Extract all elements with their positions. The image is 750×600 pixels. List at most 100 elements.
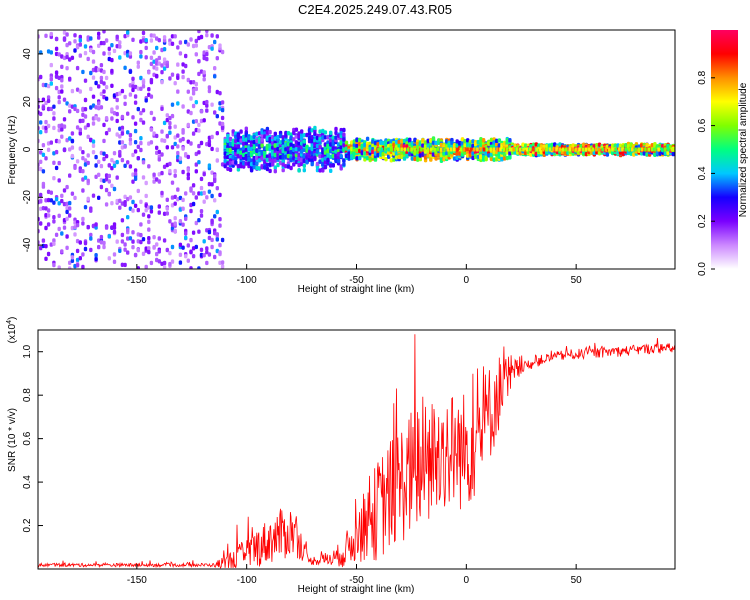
spectrogram-cell bbox=[75, 65, 80, 71]
spectrogram-cell bbox=[52, 215, 56, 220]
spectrogram-cell bbox=[231, 155, 235, 160]
spectrogram-cell bbox=[505, 140, 509, 145]
spectrogram-cell bbox=[133, 94, 138, 99]
spectrogram-cell bbox=[486, 147, 489, 152]
spectrogram-cell bbox=[60, 123, 64, 128]
spectrogram-cell bbox=[118, 91, 122, 96]
spectrogram-cell bbox=[257, 144, 262, 149]
spectrogram-cell bbox=[358, 155, 362, 161]
spectrogram-cell bbox=[186, 175, 190, 181]
spectrogram-cell bbox=[68, 266, 72, 269]
spectrogram-cell bbox=[160, 170, 164, 176]
spectrogram-cell bbox=[226, 161, 230, 166]
spectrogram-cell bbox=[152, 72, 156, 77]
spectrogram-cell bbox=[226, 144, 230, 149]
spectrogram-cell bbox=[91, 116, 96, 121]
spectrogram-cell bbox=[575, 147, 578, 152]
spectrogram-cell bbox=[149, 127, 154, 132]
spectrogram-cell bbox=[168, 76, 172, 81]
spectrogram-cell bbox=[528, 147, 532, 152]
spectrogram-cell bbox=[91, 139, 96, 144]
spectrogram-cell bbox=[197, 218, 201, 223]
spectrogram-cell bbox=[57, 265, 61, 269]
spectrogram-cell bbox=[162, 211, 167, 216]
spectrogram-cell bbox=[57, 128, 61, 133]
spectrogram-cell bbox=[162, 61, 167, 66]
spectrogram-cell bbox=[141, 84, 146, 89]
spectrogram-cell bbox=[667, 147, 670, 152]
spectrogram-cell bbox=[152, 131, 156, 136]
spectrogram-cell bbox=[189, 96, 193, 101]
spectrogram-cell bbox=[310, 128, 314, 133]
spectrogram-cell bbox=[73, 225, 77, 230]
spectrogram-cell bbox=[326, 135, 330, 140]
spectrogram-cell bbox=[141, 108, 146, 113]
spectrogram-cell bbox=[462, 147, 466, 152]
spectrogram-cell bbox=[305, 148, 309, 153]
spectrogram-cell bbox=[215, 114, 219, 119]
spectrogram-cell bbox=[160, 152, 164, 157]
spectrogram-cell bbox=[194, 151, 198, 157]
spectrogram-cell bbox=[207, 88, 212, 94]
spectrogram-cell bbox=[394, 139, 399, 145]
spectrogram-cell bbox=[110, 116, 114, 121]
snr-y-multiplier: (x104) bbox=[6, 317, 18, 344]
spectrogram-cell bbox=[107, 234, 111, 239]
spectrogram-cell bbox=[276, 142, 280, 147]
spectrogram-cell bbox=[139, 117, 143, 123]
spectrogram-cell bbox=[202, 55, 206, 61]
spectrogram-cell bbox=[660, 147, 664, 152]
spectrogram-cell bbox=[136, 188, 140, 194]
spectrogram-cell bbox=[390, 147, 393, 152]
spectrogram-cell bbox=[160, 47, 164, 53]
x-tick-label: -150 bbox=[127, 575, 147, 586]
spectrogram-cell bbox=[155, 45, 159, 51]
spectrogram-cell bbox=[110, 57, 114, 63]
spectrogram-cell bbox=[215, 248, 219, 254]
spectrogram-cell bbox=[97, 84, 101, 89]
spectrogram-cell bbox=[197, 128, 201, 133]
spectrogram-cell bbox=[383, 147, 387, 152]
spectrogram-cell bbox=[102, 51, 106, 56]
spectrogram-cell bbox=[144, 55, 148, 60]
spectrogram-cell bbox=[131, 199, 135, 205]
spectrogram-cell bbox=[44, 213, 48, 218]
spectrogram-cell bbox=[568, 147, 571, 152]
spectrogram-cell bbox=[110, 183, 114, 188]
spectrogram-cell bbox=[199, 118, 204, 124]
spectrogram-cell bbox=[49, 50, 53, 55]
spectrogram-cell bbox=[255, 148, 259, 154]
spectrogram-cell bbox=[532, 147, 535, 152]
spectrogram-cell bbox=[257, 131, 262, 136]
spectrogram-cell bbox=[149, 110, 154, 116]
spectrogram-cell bbox=[110, 158, 114, 163]
spectrogram-cell bbox=[315, 161, 320, 167]
spectrogram-cell bbox=[492, 157, 496, 162]
spectrogram-cell bbox=[584, 147, 588, 152]
spectrogram-cell bbox=[318, 129, 322, 134]
spectrogram-cell bbox=[44, 244, 48, 249]
spectrogram-cell bbox=[244, 137, 248, 142]
spectrogram-cell bbox=[191, 230, 196, 235]
spectrogram-cell bbox=[452, 156, 457, 161]
spectrogram-cell bbox=[99, 163, 104, 169]
spectrogram-cell bbox=[205, 33, 209, 38]
spectrogram-cell bbox=[644, 147, 647, 152]
spectrogram-cell bbox=[476, 154, 480, 159]
spectrogram-cell bbox=[144, 193, 148, 199]
spectrogram-cell bbox=[249, 168, 254, 173]
x-tick-label: 0 bbox=[464, 275, 470, 286]
spectrogram-cell bbox=[73, 195, 77, 201]
spectrogram-cell bbox=[286, 145, 291, 150]
spectrogram-cell bbox=[165, 211, 169, 216]
spectrogram-cell bbox=[97, 31, 101, 36]
spectrogram-cell bbox=[39, 159, 43, 164]
spectrogram-cell bbox=[249, 143, 254, 148]
spectrogram-cell bbox=[86, 56, 90, 62]
spectrogram-cell bbox=[102, 94, 106, 100]
spectrogram-cell bbox=[94, 154, 98, 160]
spectrogram-cell bbox=[323, 142, 328, 147]
spectrogram-cell bbox=[78, 42, 82, 47]
spectrogram-cell bbox=[120, 88, 125, 94]
spectrogram-cell bbox=[220, 260, 225, 265]
